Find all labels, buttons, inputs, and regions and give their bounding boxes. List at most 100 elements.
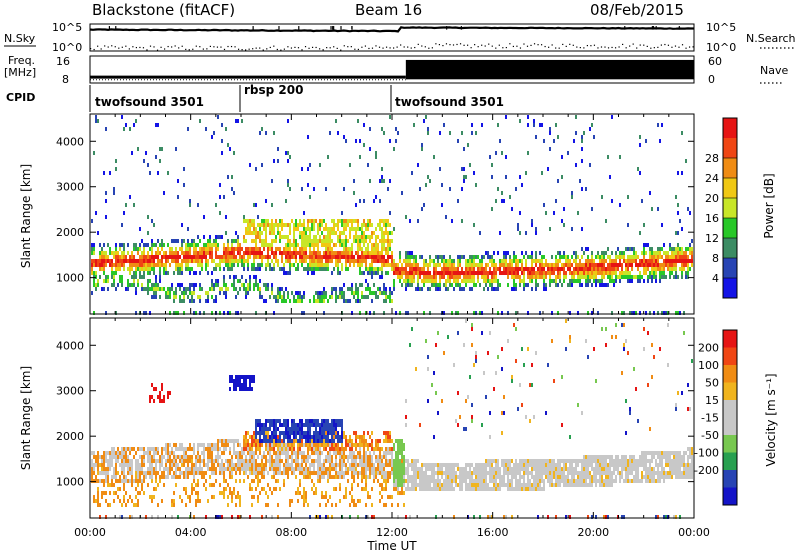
- velocity-cell: [251, 375, 253, 379]
- power-cell: [423, 279, 425, 283]
- velocity-cell: [141, 487, 143, 491]
- power-cell: [163, 287, 165, 291]
- power-cell: [363, 271, 365, 275]
- nsearch-point: [488, 43, 490, 45]
- power-cell: [195, 251, 197, 255]
- power-cell: [219, 183, 221, 187]
- velocity-cell: [175, 475, 177, 479]
- power-cell: [111, 263, 113, 267]
- velocity-cell: [243, 443, 245, 447]
- power-cell: [175, 247, 177, 251]
- velocity-cell: [371, 431, 373, 435]
- power-cell: [459, 283, 461, 287]
- power-cell: [387, 219, 389, 223]
- power-cell: [199, 259, 201, 263]
- velocity-cell: [199, 455, 201, 459]
- velocity-cell: [243, 387, 245, 391]
- power-cell: [171, 255, 173, 259]
- power-cell: [575, 115, 577, 119]
- power-cell: [593, 259, 595, 263]
- power-cell: [209, 243, 211, 247]
- velocity-cell: [181, 499, 183, 503]
- power-cell: [289, 223, 291, 227]
- power-cell: [515, 311, 517, 315]
- power-cell: [409, 219, 411, 223]
- velocity-cell: [291, 439, 293, 443]
- power-cell: [539, 275, 541, 279]
- power-cell: [129, 127, 131, 131]
- power-cell: [689, 259, 691, 263]
- velocity-cell: [405, 467, 407, 471]
- power-cell: [193, 255, 195, 259]
- power-cell: [289, 187, 291, 191]
- velocity-cell: [317, 479, 319, 483]
- power-cell: [617, 267, 619, 271]
- power-cell: [227, 267, 229, 271]
- velocity-cell: [311, 463, 313, 467]
- velocity-cell: [299, 427, 301, 431]
- velocity-cell: [385, 447, 387, 451]
- power-cell: [257, 263, 259, 267]
- power-cell: [653, 255, 655, 259]
- power-cell: [165, 255, 167, 259]
- velocity-cell: [305, 471, 307, 475]
- power-cell: [105, 191, 107, 195]
- nsearch-point: [681, 44, 684, 46]
- velocity-cell: [161, 499, 163, 503]
- power-cell: [259, 279, 261, 283]
- velocity-cell: [191, 491, 193, 495]
- velocity-cell: [265, 427, 267, 431]
- power-cell: [687, 271, 689, 275]
- power-cell: [691, 259, 693, 263]
- power-cell: [633, 275, 635, 279]
- power-cell: [475, 283, 477, 287]
- power-cell: [533, 267, 535, 271]
- power-cell: [275, 239, 277, 243]
- nsearch-point: [565, 45, 567, 47]
- nsearch-point: [674, 45, 677, 47]
- velocity-cell: [379, 439, 381, 443]
- power-cell: [227, 255, 229, 259]
- velocity-cell: [311, 443, 313, 447]
- power-cell: [309, 263, 311, 267]
- power-cell: [661, 311, 663, 315]
- velocity-cell: [271, 515, 273, 519]
- power-cell: [159, 267, 161, 271]
- power-cell: [477, 271, 479, 275]
- velocity-cell: [137, 463, 139, 467]
- velocity-cell: [381, 455, 383, 459]
- power-cell: [199, 251, 201, 255]
- velocity-cell: [103, 483, 105, 487]
- power-cell: [643, 223, 645, 227]
- velocity-cell: [377, 459, 379, 463]
- power-cell: [443, 259, 445, 263]
- power-cell: [557, 267, 559, 271]
- power-cell: [631, 255, 633, 259]
- velocity-cell: [329, 463, 331, 467]
- nsearch-point: [90, 47, 92, 50]
- power-cell: [351, 227, 353, 231]
- power-cell: [665, 259, 667, 263]
- nsearch-point: [385, 46, 388, 48]
- power-cell: [665, 311, 667, 315]
- velocity-cell: [331, 503, 333, 507]
- power-cell: [387, 243, 389, 247]
- power-cell: [383, 131, 385, 135]
- velocity-cell: [395, 483, 397, 487]
- power-cell: [381, 259, 383, 263]
- velocity-cell: [215, 443, 217, 447]
- power-cell: [189, 259, 191, 263]
- velocity-cell: [95, 499, 97, 503]
- velocity-cell: [329, 447, 331, 451]
- power-cell: [449, 255, 451, 259]
- velocity-cell: [301, 419, 303, 423]
- power-cell: [371, 231, 373, 235]
- velocity-cell: [223, 475, 225, 479]
- power-cell: [409, 267, 411, 271]
- power-cell: [213, 259, 215, 263]
- power-cell: [429, 259, 431, 263]
- velocity-cell: [153, 455, 155, 459]
- velocity-cell: [321, 495, 323, 499]
- power-cell: [681, 259, 683, 263]
- velocity-cell: [355, 463, 357, 467]
